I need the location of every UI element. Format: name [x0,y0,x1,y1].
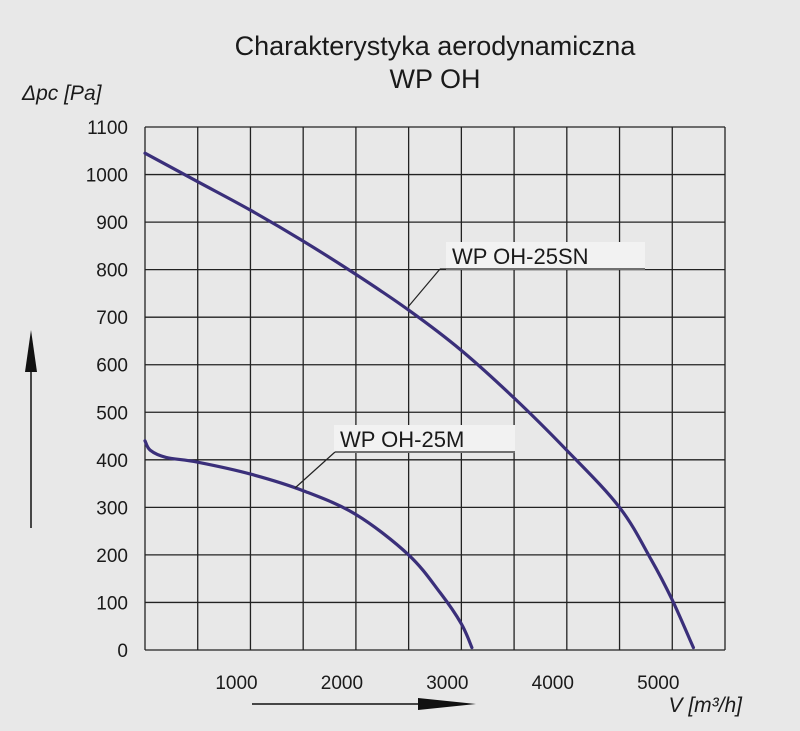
y-tick-label: 500 [96,403,128,424]
y-axis-label: Δpc [Pa] [21,82,103,105]
leader-line [294,451,336,489]
x-tick-label: 2000 [321,673,363,694]
y-tick-label: 1100 [87,118,128,139]
y-tick-label: 800 [96,261,128,282]
x-tick-label: 1000 [215,673,257,694]
y-tick-label: 600 [96,356,128,377]
series-label-background [446,242,645,270]
series-line-2 [143,439,474,650]
grid [144,126,726,651]
x-tick-label: 4000 [532,673,574,694]
series-line-1 [143,151,695,650]
y-tick-label: 100 [96,593,128,614]
series-label: WP OH-25SN [452,244,589,269]
chart-subtitle: WP OH [389,64,480,94]
y-tick-label: 300 [96,498,128,519]
series-label: WP OH-25M [340,427,464,452]
y-tick-label: 1000 [86,166,128,187]
x-tick-label: 5000 [637,673,679,694]
x-tick-label: 3000 [426,673,468,694]
y-tick-label: 0 [117,641,128,662]
y-tick-label: 200 [96,546,128,567]
x-axis-arrow [252,698,476,710]
leader-line [407,268,441,308]
x-axis-label: V [m³/h] [668,694,743,717]
series-label-background [334,425,515,453]
series-annotations: WP OH-25SN WP OH-25M [294,242,645,489]
tick-labels: 0 100 200 300 400 500 600 700 800 900 1000 1100 1000… [86,118,680,694]
chart-title: Charakterystyka aerodynamiczna [235,31,637,61]
y-tick-label: 900 [96,213,128,234]
y-axis-arrow [25,330,37,528]
y-tick-label: 700 [96,308,128,329]
series-lines [143,151,695,650]
y-tick-label: 400 [96,451,128,472]
